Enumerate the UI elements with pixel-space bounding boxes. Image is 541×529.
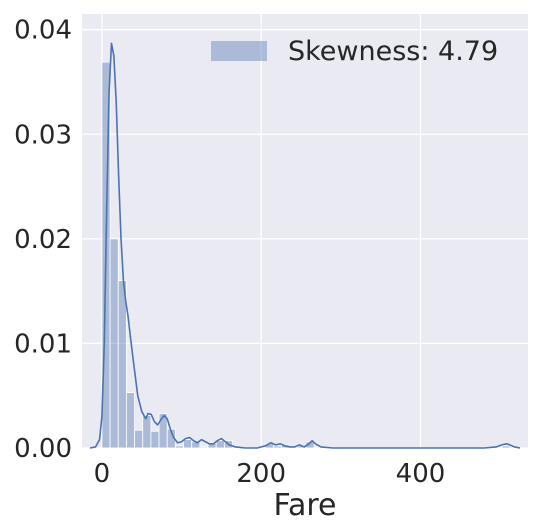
histogram-bar-4 — [134, 429, 144, 449]
histogram-bar-2 — [117, 280, 127, 449]
histogram-bar-49 — [501, 445, 511, 449]
y-tick-label-1: 0.01 — [14, 329, 72, 359]
x-axis-ticks: 0 200 400 — [94, 459, 446, 489]
x-tick-label-1: 200 — [236, 459, 286, 489]
y-tick-label-3: 0.03 — [14, 120, 72, 150]
y-axis-ticks: 0.00 0.01 0.02 0.03 0.04 — [14, 16, 72, 464]
histogram-bar-5 — [142, 415, 152, 449]
legend-label: Skewness: 4.79 — [288, 36, 498, 67]
y-tick-label-4: 0.04 — [14, 16, 72, 46]
legend: Skewness: 4.79 — [211, 36, 498, 67]
histogram-bar-6 — [150, 430, 160, 449]
y-tick-label-0: 0.00 — [14, 434, 72, 464]
y-tick-label-2: 0.02 — [14, 225, 72, 255]
x-tick-label-2: 400 — [396, 459, 446, 489]
x-axis-label: Fare — [273, 488, 336, 523]
plot-background — [82, 14, 528, 448]
histogram-bar-14 — [215, 440, 225, 449]
kde-curve — [89, 42, 521, 449]
histogram-bar-3 — [126, 392, 135, 449]
x-tick-label-0: 0 — [94, 459, 111, 489]
legend-swatch — [211, 41, 267, 61]
histogram-bar-1 — [109, 238, 119, 449]
histogram-bar-10 — [183, 439, 193, 449]
histogram-bar-9 — [174, 445, 184, 449]
histogram-bar-12 — [199, 446, 209, 449]
histogram-bar-7 — [158, 413, 168, 449]
kde-line — [89, 42, 521, 449]
histogram-bar-21 — [272, 445, 282, 449]
